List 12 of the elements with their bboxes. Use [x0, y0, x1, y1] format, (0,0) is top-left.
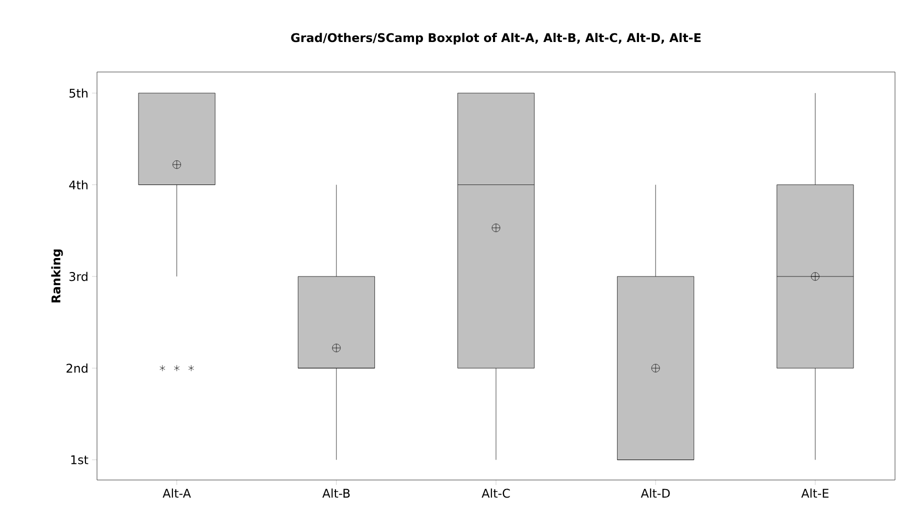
x-tick-label: Alt-E — [801, 488, 828, 498]
x-tick-label: Alt-A — [162, 488, 191, 498]
x-tick-label: Alt-B — [322, 488, 350, 498]
chart-title: Grad/Others/SCamp Boxplot of Alt-A, Alt-B, Alt-C, Alt-D, Alt-E — [291, 32, 701, 44]
y-tick-label: 5th — [70, 88, 88, 98]
y-tick-label: 2nd — [66, 364, 88, 373]
y-axis-title: Ranking — [51, 250, 63, 302]
x-tick-label: Alt-C — [482, 488, 510, 498]
x-tick-label: Alt-D — [640, 488, 670, 498]
y-tick-label: 1st — [71, 455, 88, 464]
y-tick-label: 3rd — [69, 272, 88, 282]
y-tick-label: 4th — [69, 180, 88, 190]
